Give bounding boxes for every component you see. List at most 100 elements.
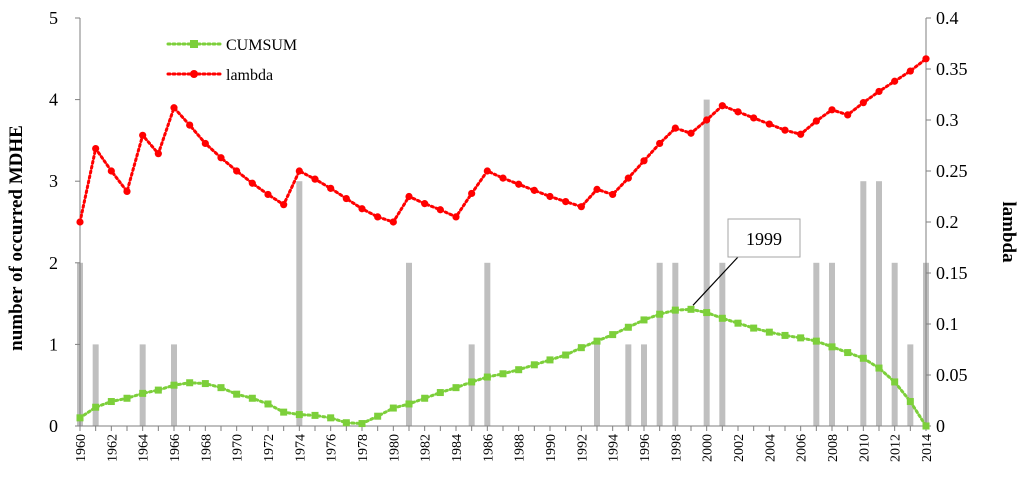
bar-1996 [641, 344, 647, 426]
lambda-point [170, 104, 178, 112]
lambda-point [671, 124, 679, 132]
lambda-point [562, 198, 570, 206]
lambda-point [891, 77, 899, 85]
x-tick-label: 1994 [607, 434, 622, 462]
lambda-point [609, 190, 617, 199]
lambda-point [593, 185, 601, 193]
right-tick-label: 0.15 [936, 263, 968, 283]
cumsum-point [170, 381, 178, 389]
lambda-point [201, 139, 209, 148]
lambda-point [139, 131, 147, 139]
lambda-point [405, 192, 413, 201]
lambda-point [342, 194, 350, 203]
lambda-point [295, 167, 303, 175]
cumsum-point [703, 309, 711, 317]
lambda-point [734, 108, 742, 116]
x-tick-label: 1960 [74, 434, 89, 462]
x-tick-label: 1962 [105, 434, 120, 462]
lambda-point [922, 55, 930, 63]
x-tick-label: 1966 [168, 434, 183, 462]
x-tick-label: 2000 [701, 434, 716, 462]
lambda-point [546, 192, 554, 201]
cumsum-point [374, 412, 382, 420]
x-tick-label: 2006 [795, 434, 810, 462]
lambda-point [421, 200, 429, 208]
cumsum-point [922, 422, 930, 430]
cumsum-point [562, 351, 570, 359]
legend-marker-lambda [190, 70, 198, 78]
cumsum-point [483, 373, 491, 381]
lambda-point [452, 213, 460, 221]
cumsum-point [421, 394, 429, 402]
legend-label-lambda: lambda [226, 67, 273, 84]
cumsum-point [107, 398, 115, 406]
x-tick-label: 1964 [137, 434, 152, 462]
cumsum-point [264, 400, 272, 408]
bar-1986 [484, 262, 491, 426]
lambda-point [186, 121, 194, 129]
x-tick-label: 1980 [387, 434, 402, 462]
cumsum-point [750, 324, 758, 332]
right-tick-label: 0.2 [936, 212, 959, 232]
x-tick-label: 2004 [763, 434, 778, 462]
cumsum-point [687, 305, 695, 313]
cumsum-point [671, 306, 679, 314]
right-axis-title: lambda [998, 201, 1019, 263]
x-tick-label: 1996 [638, 434, 653, 462]
x-tick-label: 1968 [199, 434, 214, 462]
lambda-point [765, 120, 773, 128]
bar-1961 [92, 344, 99, 426]
right-tick-label: 0.3 [936, 110, 959, 130]
cumsum-line [78, 307, 928, 428]
lambda-point [906, 67, 914, 75]
x-tick-label: 1998 [669, 434, 684, 462]
cumsum-point [405, 400, 413, 408]
x-tick-label: 1974 [293, 434, 308, 462]
cumsum-point [499, 370, 507, 378]
x-tick-label: 2012 [889, 434, 904, 462]
bar-1998 [672, 262, 679, 426]
cumsum-point [139, 389, 147, 397]
annotation-label: 1999 [746, 229, 782, 249]
cumsum-point [92, 403, 100, 411]
lambda-point [530, 186, 538, 194]
lambda-point [640, 157, 648, 165]
right-tick-label: 0.05 [936, 365, 968, 385]
left-tick-label: 4 [49, 90, 58, 110]
x-tick-label: 2002 [732, 434, 747, 462]
x-tick-label: 2014 [920, 434, 935, 462]
cumsum-point [201, 380, 209, 388]
lambda-point [859, 99, 867, 107]
cumsum-point [217, 384, 225, 392]
annotation-leader-line [692, 256, 739, 306]
lambda-point [264, 190, 272, 199]
lambda-point [781, 126, 789, 134]
cumsum-point [530, 361, 538, 369]
cumsum-point [844, 349, 852, 357]
x-tick-label: 1984 [450, 434, 465, 462]
legend-label-cumsum: CUMSUM [226, 37, 297, 54]
cumsum-point [186, 379, 194, 387]
left-tick-label: 1 [49, 334, 58, 354]
cumsum-point [593, 337, 601, 345]
bar-2000 [703, 99, 710, 426]
axes [75, 17, 931, 431]
x-tick-label: 1970 [231, 434, 246, 462]
cumsum-point [624, 323, 632, 331]
lambda-point [750, 114, 758, 122]
line-series [76, 55, 930, 430]
x-tick-label: 1990 [544, 434, 559, 462]
left-axis-title: number of occurred MDHE [6, 125, 27, 351]
lambda-point [92, 144, 100, 153]
right-tick-label: 0.25 [936, 161, 968, 181]
right-tick-label: 0.1 [936, 314, 959, 334]
cumsum-point [468, 378, 476, 386]
lambda-point [327, 184, 335, 192]
lambda-point [436, 206, 444, 214]
cumsum-point [797, 334, 805, 342]
cumsum-point [436, 389, 444, 397]
bar-1995 [625, 344, 632, 426]
cumsum-point [546, 356, 554, 364]
lambda-point [797, 130, 805, 138]
bar-2012 [891, 262, 898, 426]
